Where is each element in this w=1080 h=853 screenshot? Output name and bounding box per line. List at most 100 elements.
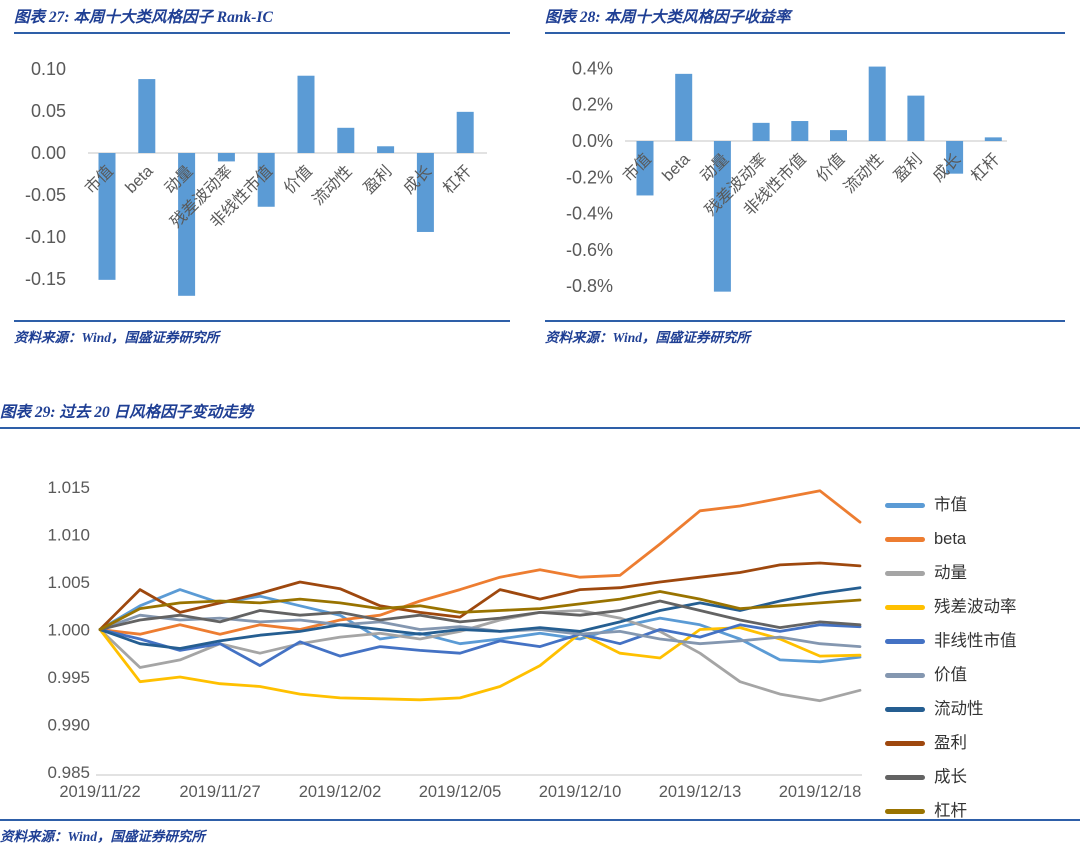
legend-item-4: 非线性市值 xyxy=(885,631,1017,652)
y-axis-tick-label: 0.4% xyxy=(572,58,613,78)
bar-9 xyxy=(984,137,1002,141)
figure-29-title: 图表 29: 过去 20 日风格因子变动走势 xyxy=(0,403,1080,429)
category-label: 杠杆 xyxy=(968,150,1003,185)
category-label: beta xyxy=(123,163,157,197)
line-chart-legend: 市值 beta 动量残差波动率非线性市值价值流动性盈利成长杠杆 xyxy=(885,495,1017,835)
factor-return-bar-chart: 0.4%0.2%0.0%-0.2%-0.4%-0.6%-0.8%市值 beta 动量… xyxy=(566,58,1007,296)
figure-29: 图表 29: 过去 20 日风格因子变动走势 1.015 1.010 1.005 1.… xyxy=(0,403,1080,845)
series-line-1 xyxy=(98,489,862,636)
bar-3 xyxy=(217,153,235,162)
legend-swatch xyxy=(885,673,925,678)
series-line-2 xyxy=(98,609,862,703)
legend-item-9: 杠杆 xyxy=(885,801,1017,822)
legend-swatch xyxy=(885,809,925,814)
bar-3 xyxy=(752,122,770,141)
bar-8 xyxy=(416,153,434,232)
y-axis-tick-label: -0.6% xyxy=(566,240,613,260)
legend-label: 非线性市值 xyxy=(934,632,1017,650)
legend-label: beta xyxy=(934,530,967,548)
y-axis-tick-label: -0.2% xyxy=(566,167,613,187)
category-label: 盈利 xyxy=(360,162,395,197)
bar-6 xyxy=(868,66,886,141)
y-axis-tick-label: -0.15 xyxy=(25,269,66,289)
x-axis-tick-label: 2019/12/13 xyxy=(659,783,742,801)
bar-0 xyxy=(98,153,116,280)
legend-label: 残差波动率 xyxy=(934,598,1017,616)
legend-label: 成长 xyxy=(934,768,967,786)
y-axis-tick-label: 0.985 xyxy=(47,763,90,782)
bar-5 xyxy=(297,75,315,153)
legend-swatch xyxy=(885,605,925,610)
bar-1 xyxy=(138,79,156,153)
figure-28: 图表 28: 本周十大类风格因子收益率 0.4% 0.2% 0.0% -0.2% -0.… xyxy=(545,8,1065,346)
x-axis-tick-label: 2019/11/22 xyxy=(59,783,140,801)
category-label: 价值 xyxy=(813,150,848,185)
y-axis-tick-label: -0.10 xyxy=(25,227,66,247)
y-axis-tick-label: 1.005 xyxy=(47,573,90,592)
figure-27-source: 资料来源：Wind，国盛证券研究所 xyxy=(14,320,510,346)
series-line-3 xyxy=(98,626,862,702)
factor-trend-chart-area: 1.015 1.010 1.005 1.000 0.995 0.990 0.985 2019/… xyxy=(0,435,1080,820)
legend-label: 杠杆 xyxy=(934,802,967,820)
bar-2 xyxy=(178,153,196,296)
legend-item-6: 流动性 xyxy=(885,699,1017,720)
series-line-4 xyxy=(98,623,862,668)
legend-item-1: beta xyxy=(885,529,1017,550)
bar-1 xyxy=(675,73,693,141)
legend-swatch xyxy=(885,741,925,746)
category-label: beta xyxy=(659,151,693,185)
bar-0 xyxy=(636,141,654,196)
legend-swatch xyxy=(885,537,925,542)
legend-swatch xyxy=(885,503,925,508)
legend-label: 盈利 xyxy=(934,734,967,752)
category-label: 盈利 xyxy=(890,150,925,185)
legend-label: 市值 xyxy=(934,496,967,514)
legend-item-7: 盈利 xyxy=(885,733,1017,754)
x-axis-tick-label: 2019/12/05 xyxy=(419,783,502,801)
y-axis-tick-label: -0.05 xyxy=(25,185,66,205)
y-axis-tick-label: -0.4% xyxy=(566,204,613,224)
bar-2 xyxy=(713,141,731,292)
legend-swatch xyxy=(885,707,925,712)
series-line-9 xyxy=(98,590,862,631)
x-axis-tick-label: 2019/12/02 xyxy=(299,783,382,801)
legend-item-8: 成长 xyxy=(885,767,1017,788)
figure-27: 图表 27: 本周十大类风格因子 Rank-IC 0.10 0.05 0.00 -0.… xyxy=(14,8,510,346)
legend-label: 流动性 xyxy=(934,700,984,718)
y-axis-tick-label: 0.10 xyxy=(31,59,66,79)
category-label: 杠杆 xyxy=(440,162,475,197)
series-line-6 xyxy=(98,586,862,650)
y-axis-tick-label: 1.010 xyxy=(47,526,90,545)
legend-label: 价值 xyxy=(934,666,967,684)
y-axis-tick-label: 0.995 xyxy=(47,668,90,687)
y-axis-tick-label: 0.05 xyxy=(31,101,66,121)
legend-swatch xyxy=(885,571,925,576)
figure-27-title: 图表 27: 本周十大类风格因子 Rank-IC xyxy=(14,8,510,34)
figure-28-source: 资料来源：Wind，国盛证券研究所 xyxy=(545,320,1065,346)
bar-4 xyxy=(791,121,809,141)
y-axis-tick-label: 0.0% xyxy=(572,131,613,151)
x-axis-tick-label: 2019/12/10 xyxy=(539,783,622,801)
bar-5 xyxy=(830,130,847,141)
y-axis-tick-label: 0.990 xyxy=(47,716,90,735)
legend-label: 动量 xyxy=(934,564,967,582)
figure-29-source: 资料来源：Wind，国盛证券研究所 xyxy=(0,819,1080,845)
y-axis-tick-label: 1.000 xyxy=(47,621,90,640)
category-label: 流动性 xyxy=(309,162,356,209)
factor-trend-line-chart: 1.0151.0101.0051.0000.9950.9900.9852019/… xyxy=(47,478,862,801)
legend-item-5: 价值 xyxy=(885,665,1017,686)
category-label: 流动性 xyxy=(840,150,887,197)
series-line-8 xyxy=(98,599,862,631)
bar-7 xyxy=(907,95,925,141)
category-label: 价值 xyxy=(280,162,315,197)
y-axis-tick-label: -0.8% xyxy=(566,276,613,296)
bar-6 xyxy=(337,127,355,153)
bar-9 xyxy=(456,111,474,153)
figure-28-title: 图表 28: 本周十大类风格因子收益率 xyxy=(545,8,1065,34)
bar-8 xyxy=(946,141,964,174)
y-axis-tick-label: 0.2% xyxy=(572,95,613,115)
x-axis-tick-label: 2019/11/27 xyxy=(179,783,260,801)
y-axis-tick-label: 1.015 xyxy=(47,478,90,497)
